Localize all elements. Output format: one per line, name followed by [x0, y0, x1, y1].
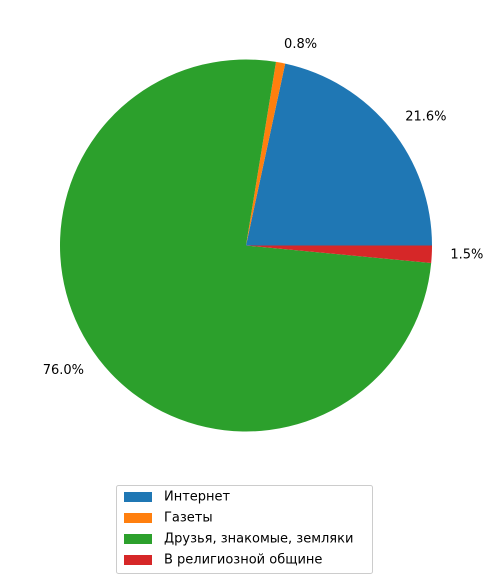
legend-label-3: Друзья, знакомые, земляки [164, 532, 353, 547]
legend-swatch-4 [124, 555, 152, 565]
percent-label-3: 76.0% [43, 363, 84, 378]
legend: Интернет Газеты Друзья, знакомые, земляки В… [116, 485, 373, 574]
percent-label-4: 1.5% [450, 248, 483, 263]
percent-label-1: 21.6% [405, 109, 446, 124]
pie-slice-1 [246, 63, 433, 246]
percent-labels: 21.6% 0.8% 76.0% 1.5% [43, 37, 484, 378]
pie-slices [59, 59, 433, 432]
pie-slice-3 [59, 59, 432, 432]
legend-items: Интернет Газеты Друзья, знакомые, земляки В… [124, 490, 353, 568]
legend-label-2: Газеты [164, 511, 213, 526]
percent-label-2: 0.8% [284, 37, 317, 52]
legend-label-4: В религиозной общине [164, 553, 322, 568]
legend-frame [116, 485, 373, 574]
legend-swatch-3 [124, 534, 152, 544]
pie-slice-2 [246, 61, 286, 246]
legend-label-1: Интернет [164, 490, 231, 505]
legend-swatch-2 [124, 513, 152, 523]
legend-swatch-1 [124, 492, 152, 502]
pie-slice-4 [246, 245, 432, 264]
